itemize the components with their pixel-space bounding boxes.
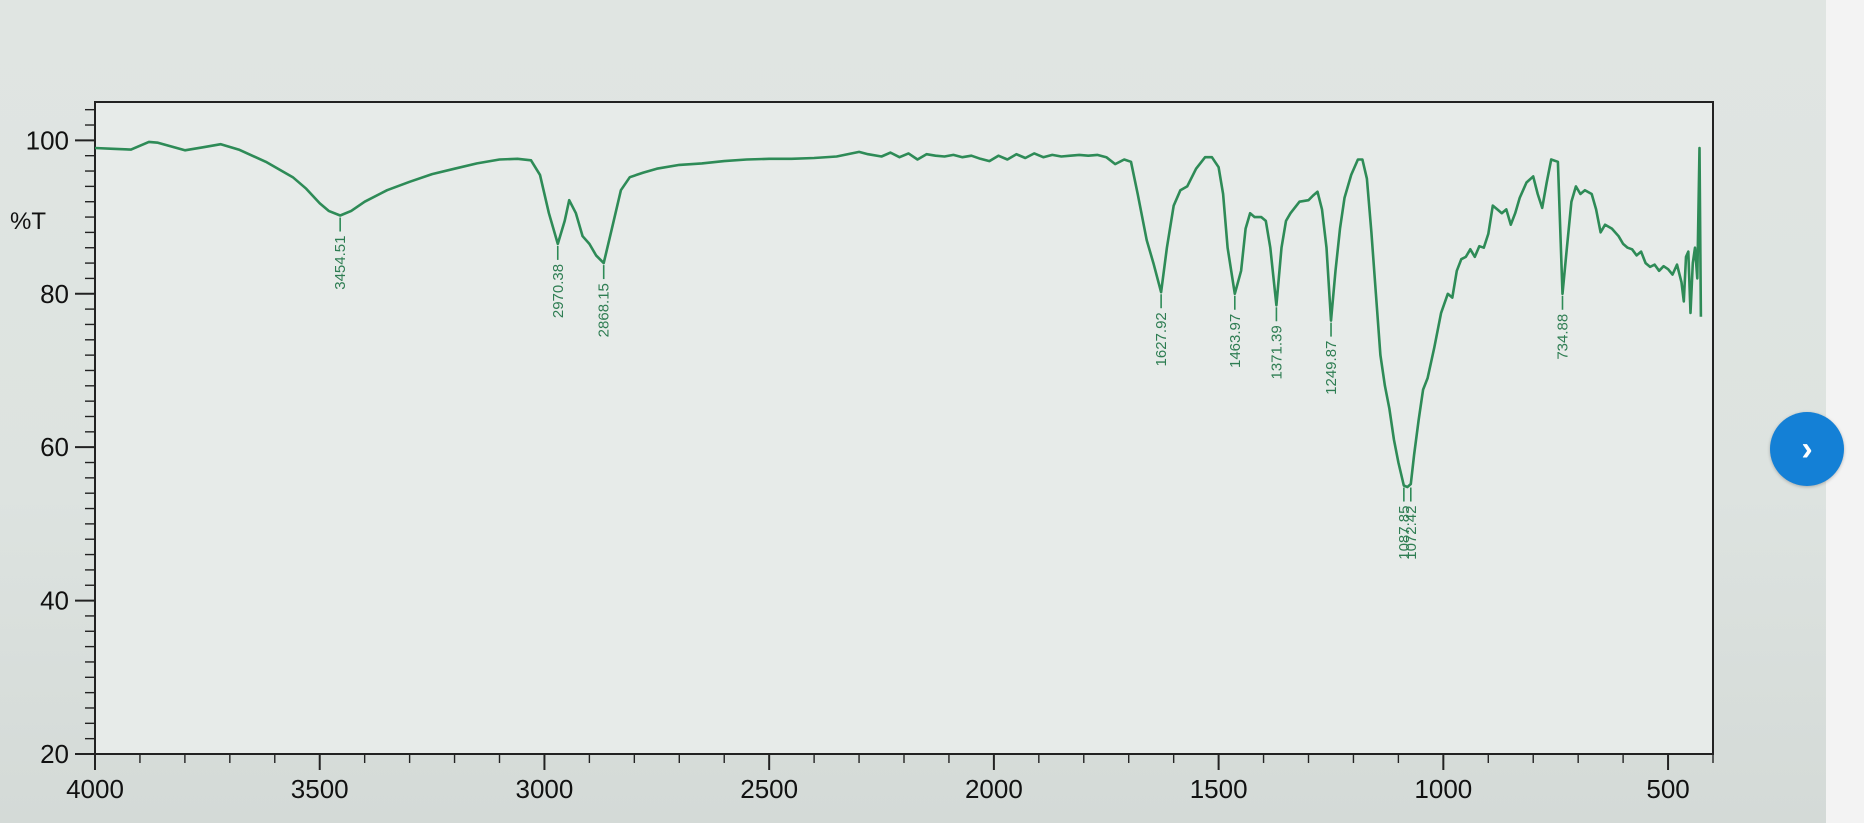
chevron-right-icon: › bbox=[1801, 429, 1813, 468]
peak-label-text: 1371.39 bbox=[1268, 325, 1285, 379]
peak-label: 2868.15 bbox=[596, 265, 613, 337]
peak-label-text: 1627.92 bbox=[1153, 312, 1170, 366]
peak-label: 1463.97 bbox=[1227, 295, 1244, 368]
plot-area bbox=[94, 101, 1714, 755]
peak-label-text: 1072.42 bbox=[1403, 506, 1420, 560]
x-tick-label: 1000 bbox=[1414, 774, 1472, 804]
peak-label: 1627.92 bbox=[1153, 294, 1170, 366]
x-tick-label: 1500 bbox=[1190, 774, 1248, 804]
y-axis-label: %T bbox=[10, 208, 46, 235]
y-tick-label: 20 bbox=[40, 739, 69, 769]
peak-label-text: 1463.97 bbox=[1227, 314, 1244, 368]
x-tick-label: 3500 bbox=[291, 774, 349, 804]
x-axis: 4000 3500 3000 2500 2000 1500 1000 500 bbox=[66, 753, 1714, 804]
peak-label-text: 3454.51 bbox=[332, 236, 349, 290]
y-axis: 20 40 60 80 100 bbox=[26, 102, 96, 769]
x-tick-label: 2500 bbox=[740, 774, 798, 804]
y-tick-label: 40 bbox=[40, 586, 69, 616]
peak-label: 1249.87 bbox=[1323, 322, 1340, 395]
peak-label: 1371.39 bbox=[1268, 307, 1285, 380]
series-layer bbox=[94, 140, 1703, 489]
peak-label: 734.88 bbox=[1554, 295, 1571, 360]
x-tick-label: 2000 bbox=[965, 774, 1023, 804]
peak-labels-layer: 3454.51 2970.38 2868.15 1627.92 1463.97 1371.… bbox=[332, 217, 1571, 560]
right-margin-strip bbox=[1826, 0, 1864, 823]
peak-label-text: 1249.87 bbox=[1323, 341, 1340, 395]
peak-label-text: 1087.85 bbox=[1396, 506, 1413, 560]
y-tick-label: 60 bbox=[40, 432, 69, 462]
peak-label: 3454.51 bbox=[332, 217, 349, 290]
peak-label: 1072.42 bbox=[1403, 487, 1420, 560]
spectrum-line bbox=[94, 140, 1703, 489]
y-tick-label: 80 bbox=[40, 279, 69, 309]
x-tick-label: 4000 bbox=[66, 774, 124, 804]
x-tick-label: 500 bbox=[1646, 774, 1689, 804]
y-tick-label: 100 bbox=[26, 125, 69, 155]
peak-label-text: 2970.38 bbox=[550, 264, 567, 318]
peak-label: 2970.38 bbox=[550, 245, 567, 318]
peak-label-text: 734.88 bbox=[1554, 314, 1571, 360]
x-tick-label: 3000 bbox=[516, 774, 574, 804]
peak-label-text: 2868.15 bbox=[596, 283, 613, 337]
peak-label: 1087.85 bbox=[1396, 487, 1413, 560]
next-button[interactable]: › bbox=[1770, 412, 1844, 486]
